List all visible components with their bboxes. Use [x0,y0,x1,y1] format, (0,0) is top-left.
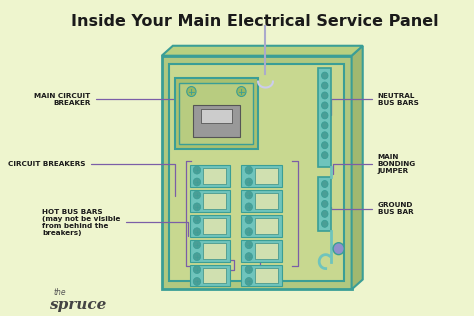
Circle shape [193,178,201,186]
Bar [203,193,226,209]
Circle shape [321,142,328,149]
Circle shape [245,203,253,211]
Bar [318,177,331,231]
Bar [190,264,230,287]
Bar [203,168,226,184]
Circle shape [321,191,328,198]
Text: HOT BUS BARS
(may not be visible
from behind the
breakers): HOT BUS BARS (may not be visible from be… [42,209,188,236]
Bar [241,264,282,287]
Polygon shape [352,46,363,289]
Circle shape [321,132,328,139]
Bar [193,106,239,137]
Bar [190,165,230,187]
Circle shape [245,216,253,224]
Circle shape [245,253,253,261]
Circle shape [193,203,201,211]
Bar [255,168,277,184]
Bar [255,218,277,234]
Bar [203,218,226,234]
Circle shape [321,72,328,79]
Text: spruce: spruce [49,298,106,313]
Circle shape [321,220,328,227]
Bar [169,64,344,282]
Bar [255,193,277,209]
Text: NEUTRAL
BUS BARS: NEUTRAL BUS BARS [331,93,419,115]
Circle shape [321,210,328,217]
Circle shape [321,102,328,109]
Bar [255,243,277,258]
Circle shape [193,265,201,274]
Bar [201,109,232,123]
Circle shape [321,152,328,159]
Circle shape [321,200,328,207]
Bar [179,82,254,144]
Circle shape [321,122,328,129]
Circle shape [193,191,201,199]
Bar [175,78,258,149]
Circle shape [321,82,328,89]
Circle shape [193,253,201,261]
Circle shape [321,112,328,119]
Bar [241,240,282,262]
Circle shape [193,166,201,174]
Circle shape [245,241,253,249]
Text: CIRCUIT BREAKERS: CIRCUIT BREAKERS [9,161,175,196]
Polygon shape [162,46,363,56]
Circle shape [245,178,253,186]
Circle shape [333,243,344,255]
Circle shape [193,228,201,236]
Text: MAIN
BONDING
JUMPER: MAIN BONDING JUMPER [333,154,416,174]
Bar [318,68,331,167]
Bar [255,268,277,283]
Circle shape [245,265,253,274]
Circle shape [193,216,201,224]
Text: MAIN CIRCUIT
BREAKER: MAIN CIRCUIT BREAKER [34,93,175,111]
Bar [190,240,230,262]
Circle shape [193,277,201,285]
Circle shape [245,166,253,174]
Text: the: the [54,289,66,297]
Bar [190,190,230,212]
Bar [162,56,352,289]
Circle shape [245,228,253,236]
Circle shape [245,277,253,285]
Bar [203,268,226,283]
Bar [241,190,282,212]
Bar [190,215,230,237]
Bar [241,215,282,237]
Circle shape [187,87,196,96]
Bar [203,243,226,258]
Circle shape [237,87,246,96]
Circle shape [321,180,328,187]
Text: Inside Your Main Electrical Service Panel: Inside Your Main Electrical Service Pane… [71,14,438,29]
Text: GROUND
BUS BAR: GROUND BUS BAR [331,202,413,216]
Circle shape [245,191,253,199]
Circle shape [193,241,201,249]
Bar [241,165,282,187]
Circle shape [321,92,328,99]
